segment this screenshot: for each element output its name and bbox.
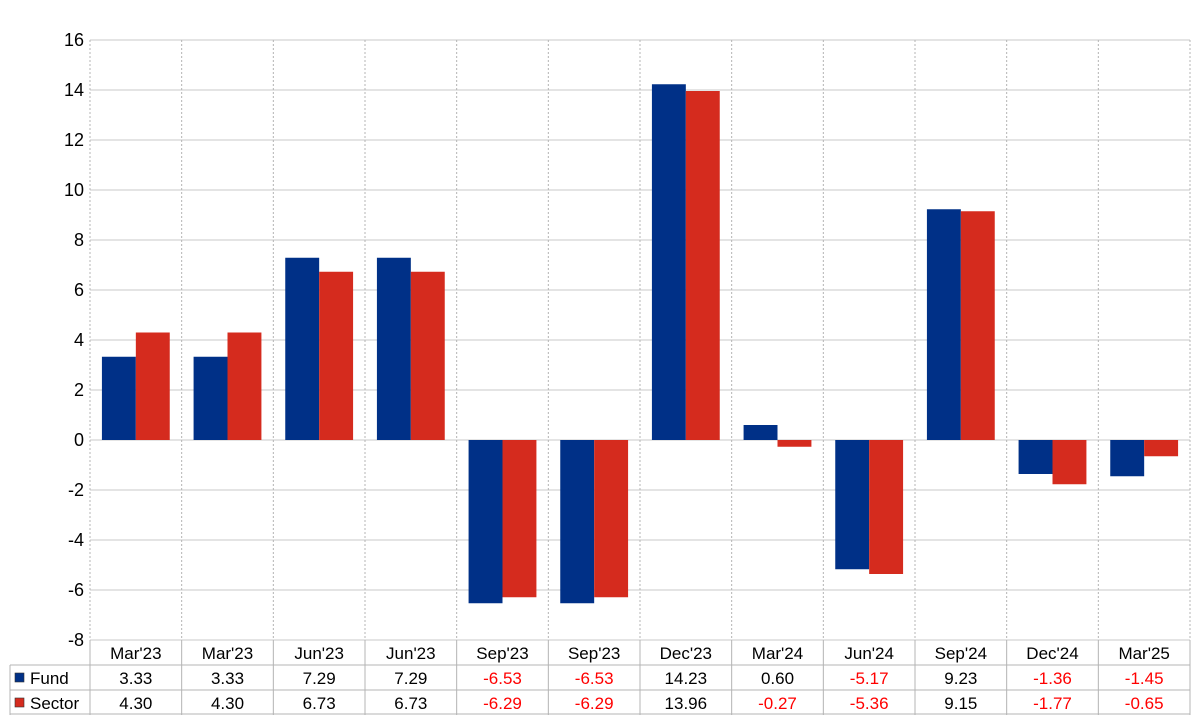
data-label-fund: -6.53	[483, 669, 522, 688]
data-label-fund: 3.33	[211, 669, 244, 688]
category-label: Sep'23	[476, 644, 528, 663]
bar-sector	[410, 271, 445, 440]
category-label: Jun'24	[844, 644, 894, 663]
y-tick-label: -4	[68, 530, 84, 550]
category-label: Jun'23	[386, 644, 436, 663]
bar-fund	[1110, 440, 1145, 477]
y-tick-label: 4	[74, 330, 84, 350]
bar-fund	[835, 440, 870, 570]
data-label-sector: -6.29	[575, 694, 614, 713]
category-label: Dec'24	[1026, 644, 1078, 663]
legend-swatch-fund	[14, 672, 25, 683]
bar-sector	[1052, 440, 1087, 485]
bar-sector	[960, 211, 995, 440]
category-label: Mar'25	[1118, 644, 1169, 663]
y-tick-label: -8	[68, 630, 84, 650]
data-label-fund: -1.45	[1125, 669, 1164, 688]
y-tick-label: -6	[68, 580, 84, 600]
category-label: Dec'23	[660, 644, 712, 663]
y-tick-label: 12	[64, 130, 84, 150]
bar-sector	[502, 440, 537, 598]
category-label: Mar'24	[752, 644, 803, 663]
data-label-fund: 7.29	[303, 669, 336, 688]
bar-sector	[227, 332, 262, 440]
legend-label-sector: Sector	[30, 694, 79, 713]
data-label-fund: 14.23	[665, 669, 708, 688]
data-label-sector: -1.77	[1033, 694, 1072, 713]
y-tick-label: 10	[64, 180, 84, 200]
y-tick-label: 6	[74, 280, 84, 300]
data-label-fund: -6.53	[575, 669, 614, 688]
bar-fund	[285, 257, 320, 440]
category-label: Mar'23	[202, 644, 253, 663]
bar-sector	[685, 91, 720, 440]
bar-fund	[560, 440, 595, 604]
data-label-fund: -5.17	[850, 669, 889, 688]
legend-swatch-sector	[14, 697, 25, 708]
bar-fund	[926, 209, 961, 440]
data-label-fund: -1.36	[1033, 669, 1072, 688]
data-label-sector: 6.73	[303, 694, 336, 713]
bar-sector	[869, 440, 904, 574]
data-label-sector: 4.30	[211, 694, 244, 713]
bar-fund	[651, 84, 686, 440]
bar-sector	[777, 440, 812, 447]
data-label-sector: -6.29	[483, 694, 522, 713]
bar-fund	[743, 425, 778, 440]
category-label: Mar'23	[110, 644, 161, 663]
data-label-sector: -0.65	[1125, 694, 1164, 713]
bar-sector	[1144, 440, 1179, 457]
category-label: Sep'23	[568, 644, 620, 663]
category-label: Jun'23	[294, 644, 344, 663]
bar-sector	[135, 332, 170, 440]
y-tick-label: 2	[74, 380, 84, 400]
data-label-sector: -0.27	[758, 694, 797, 713]
y-tick-label: 0	[74, 430, 84, 450]
y-tick-label: 16	[64, 30, 84, 50]
category-label: Sep'24	[935, 644, 987, 663]
legend-label-fund: Fund	[30, 669, 69, 688]
data-label-sector: 4.30	[119, 694, 152, 713]
y-tick-label: 8	[74, 230, 84, 250]
data-label-sector: -5.36	[850, 694, 889, 713]
bar-sector	[594, 440, 629, 598]
data-label-fund: 3.33	[119, 669, 152, 688]
bar-fund	[1018, 440, 1053, 474]
bar-fund	[376, 257, 411, 440]
bar-sector	[319, 271, 354, 440]
data-label-sector: 9.15	[944, 694, 977, 713]
bar-fund	[468, 440, 503, 604]
y-tick-label: -2	[68, 480, 84, 500]
data-label-sector: 13.96	[665, 694, 708, 713]
data-label-sector: 6.73	[394, 694, 427, 713]
bar-fund	[193, 356, 228, 440]
data-label-fund: 9.23	[944, 669, 977, 688]
data-label-fund: 0.60	[761, 669, 794, 688]
y-tick-label: 14	[64, 80, 84, 100]
data-label-fund: 7.29	[394, 669, 427, 688]
bar-fund	[101, 356, 136, 440]
